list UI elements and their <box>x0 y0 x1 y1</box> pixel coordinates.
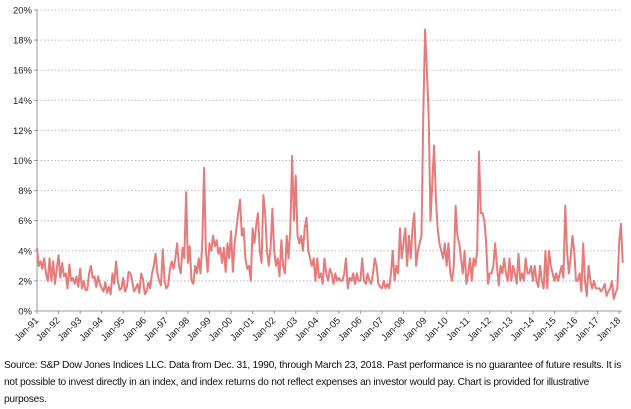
y-tick-label: 0% <box>18 307 32 318</box>
y-tick-label: 8% <box>18 186 32 197</box>
y-tick-label: 2% <box>18 276 32 287</box>
series-line <box>36 28 624 300</box>
y-tick-label: 16% <box>13 66 33 77</box>
y-tick-label: 12% <box>13 126 33 137</box>
x-tick-label: Jan-10 <box>422 315 450 343</box>
y-axis-ticks: 0% 2% 4% 6% 8% 10% 12% 14% 16% 18% 20% <box>13 6 37 318</box>
y-tick-label: 4% <box>18 246 32 257</box>
y-tick-label: 20% <box>13 6 33 17</box>
y-tick-label: 10% <box>13 156 33 167</box>
y-tick-label: 14% <box>13 96 33 107</box>
x-tick-label: Jan-18 <box>595 315 623 343</box>
y-tick-label: 6% <box>18 216 32 227</box>
x-axis-ticks: Jan-91Jan-92Jan-93Jan-94Jan-95Jan-96Jan-… <box>13 311 623 344</box>
line-chart: 0% 2% 4% 6% 8% 10% 12% 14% 16% 18% 20% Jan-91Jan-9… <box>13 6 624 344</box>
source-footnote: Source: S&P Dow Jones Indices LLC. Data … <box>4 360 621 405</box>
gridlines <box>37 9 622 282</box>
y-tick-label: 18% <box>13 36 33 47</box>
